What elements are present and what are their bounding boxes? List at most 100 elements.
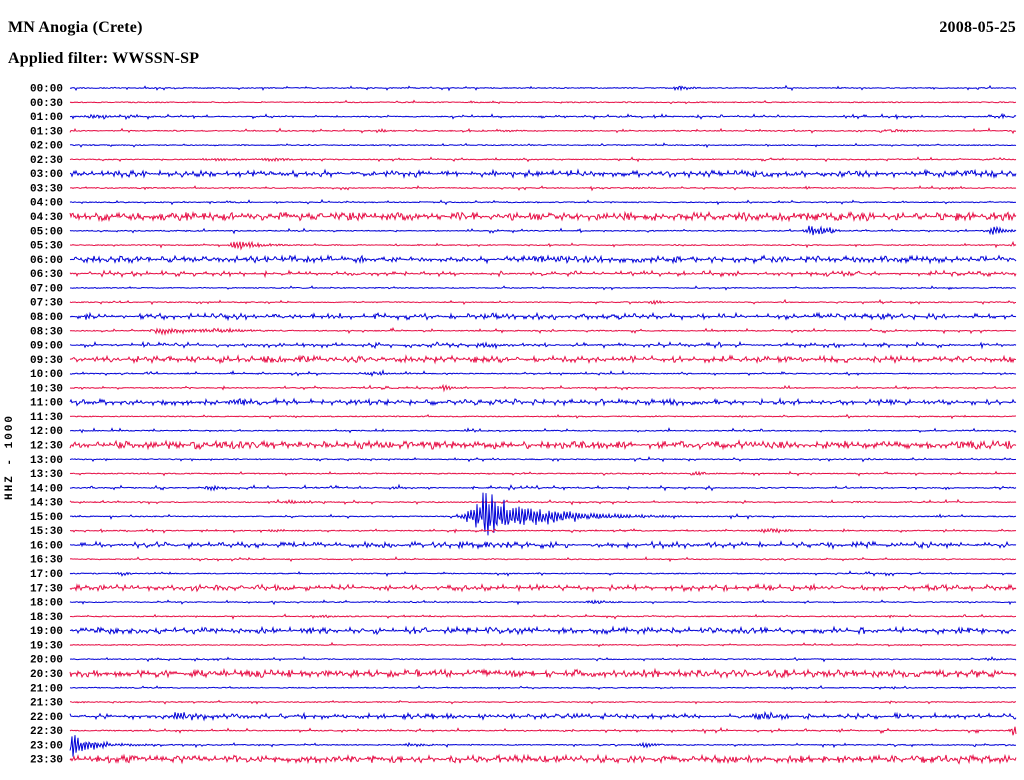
time-label-08:00: 08:00 <box>30 312 63 324</box>
time-label-22:00: 22:00 <box>30 712 63 724</box>
time-label-01:00: 01:00 <box>30 112 63 124</box>
time-label-18:30: 18:30 <box>30 612 63 624</box>
page-title: MN Anogia (Crete) <box>8 19 143 36</box>
time-label-23:00: 23:00 <box>30 740 63 752</box>
time-label-20:00: 20:00 <box>30 655 63 667</box>
time-label-16:30: 16:30 <box>30 555 63 567</box>
trace-14:00 <box>69 483 1017 492</box>
time-label-03:30: 03:30 <box>30 184 63 196</box>
time-label-13:00: 13:00 <box>30 455 63 467</box>
time-label-15:30: 15:30 <box>30 526 63 538</box>
trace-10:00 <box>69 368 1016 377</box>
trace-19:30 <box>69 641 1017 648</box>
time-label-23:30: 23:30 <box>30 755 63 767</box>
trace-12:30 <box>69 439 1017 451</box>
trace-03:30 <box>70 185 1017 192</box>
time-label-12:00: 12:00 <box>30 426 63 438</box>
trace-18:30 <box>69 613 1017 620</box>
time-label-16:00: 16:00 <box>30 541 63 553</box>
trace-13:00 <box>69 456 1017 463</box>
time-label-21:00: 21:00 <box>30 683 63 695</box>
trace-22:00 <box>69 710 1017 722</box>
time-label-04:00: 04:00 <box>30 198 63 210</box>
time-label-21:30: 21:30 <box>30 698 63 710</box>
trace-01:30 <box>69 127 1017 135</box>
time-label-05:00: 05:00 <box>30 226 63 238</box>
time-label-18:00: 18:00 <box>30 598 63 610</box>
time-label-06:00: 06:00 <box>30 255 63 267</box>
trace-11:00 <box>69 397 1017 407</box>
filter-label: Applied filter: WWSSN-SP <box>8 50 200 67</box>
time-label-07:30: 07:30 <box>30 298 63 310</box>
time-label-14:30: 14:30 <box>30 498 63 510</box>
trace-19:00 <box>69 625 1017 636</box>
trace-10:30 <box>69 383 1017 393</box>
time-label-00:00: 00:00 <box>30 84 63 96</box>
time-label-09:00: 09:00 <box>30 341 63 353</box>
trace-17:30 <box>69 582 1017 593</box>
trace-23:30 <box>69 753 1017 765</box>
trace-08:00 <box>69 311 1017 322</box>
time-label-15:00: 15:00 <box>30 512 63 524</box>
time-label-09:30: 09:30 <box>30 355 63 367</box>
trace-21:30 <box>69 699 1016 705</box>
trace-02:00 <box>69 142 1017 149</box>
time-label-02:30: 02:30 <box>30 155 63 167</box>
time-label-19:00: 19:00 <box>30 626 63 638</box>
time-label-20:30: 20:30 <box>30 669 63 681</box>
trace-16:30 <box>69 556 1017 563</box>
trace-22:30 <box>69 726 1017 736</box>
time-label-11:00: 11:00 <box>30 398 63 410</box>
trace-13:30 <box>69 470 1017 477</box>
trace-01:00 <box>69 112 1017 121</box>
trace-14:30 <box>69 498 1017 506</box>
time-label-01:30: 01:30 <box>30 126 63 138</box>
time-label-19:30: 19:30 <box>30 640 63 652</box>
date-label: 2008-05-25 <box>939 19 1016 36</box>
time-label-17:00: 17:00 <box>30 569 63 581</box>
trace-06:30 <box>69 269 1017 279</box>
time-label-22:30: 22:30 <box>30 726 63 738</box>
trace-04:30 <box>69 210 1017 223</box>
trace-02:30 <box>69 156 1017 163</box>
trace-12:00 <box>69 427 1017 434</box>
trace-05:00 <box>69 225 1017 236</box>
trace-15:00 <box>69 492 1017 536</box>
trace-08:30 <box>69 327 1017 336</box>
time-label-03:00: 03:00 <box>30 169 63 181</box>
trace-16:00 <box>69 540 1017 550</box>
time-label-17:30: 17:30 <box>30 583 63 595</box>
time-label-10:30: 10:30 <box>30 383 63 395</box>
time-label-13:30: 13:30 <box>30 469 63 481</box>
time-label-05:30: 05:30 <box>30 241 63 253</box>
time-label-12:30: 12:30 <box>30 441 63 453</box>
trace-07:00 <box>70 285 1017 291</box>
trace-09:30 <box>69 354 1017 365</box>
trace-21:00 <box>69 685 1017 691</box>
time-label-06:30: 06:30 <box>30 269 63 281</box>
trace-20:00 <box>69 656 1017 663</box>
trace-00:00 <box>69 84 1017 92</box>
trace-20:30 <box>69 667 1017 679</box>
trace-03:00 <box>69 168 1017 179</box>
trace-06:00 <box>69 254 1017 265</box>
trace-23:00 <box>69 735 1016 757</box>
time-label-10:00: 10:00 <box>30 369 63 381</box>
header-row: MN Anogia (Crete) 2008-05-25 <box>8 19 1016 37</box>
trace-11:30 <box>69 413 1016 420</box>
time-label-11:30: 11:30 <box>30 412 63 424</box>
time-label-02:00: 02:00 <box>30 141 63 153</box>
trace-18:00 <box>69 599 1017 606</box>
trace-04:00 <box>69 198 1017 206</box>
time-label-04:30: 04:30 <box>30 212 63 224</box>
time-label-07:00: 07:00 <box>30 283 63 295</box>
time-label-00:30: 00:30 <box>30 98 63 110</box>
trace-00:30 <box>69 99 1017 105</box>
trace-15:30 <box>70 527 1017 534</box>
time-label-14:00: 14:00 <box>30 483 63 495</box>
trace-07:30 <box>69 298 1016 306</box>
trace-17:00 <box>69 570 1017 578</box>
time-label-08:30: 08:30 <box>30 326 63 338</box>
trace-09:00 <box>69 340 1017 350</box>
